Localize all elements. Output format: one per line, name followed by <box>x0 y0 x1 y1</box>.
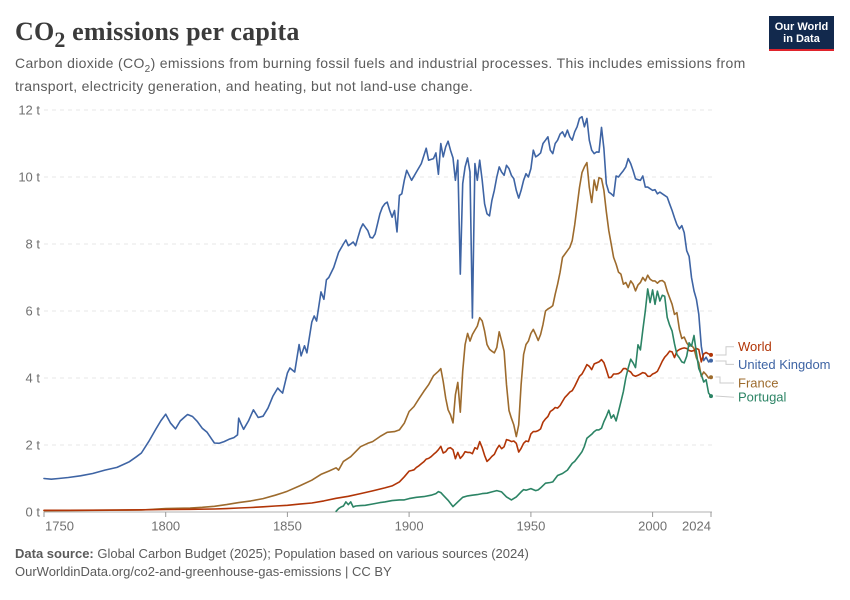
svg-text:World: World <box>738 339 772 354</box>
svg-text:12 t: 12 t <box>18 103 40 118</box>
svg-text:8 t: 8 t <box>26 237 41 252</box>
svg-text:2 t: 2 t <box>26 438 41 453</box>
svg-text:Portugal: Portugal <box>738 390 787 405</box>
svg-text:10 t: 10 t <box>18 170 40 185</box>
svg-text:France: France <box>738 375 778 390</box>
svg-text:2000: 2000 <box>638 519 667 534</box>
svg-text:United Kingdom: United Kingdom <box>738 357 831 372</box>
svg-text:1750: 1750 <box>45 519 74 534</box>
svg-text:2024: 2024 <box>682 519 711 534</box>
svg-text:6 t: 6 t <box>26 304 41 319</box>
svg-text:4 t: 4 t <box>26 371 41 386</box>
svg-text:1900: 1900 <box>395 519 424 534</box>
svg-text:0 t: 0 t <box>26 505 41 520</box>
svg-text:1850: 1850 <box>273 519 302 534</box>
svg-text:1800: 1800 <box>151 519 180 534</box>
svg-text:1950: 1950 <box>516 519 545 534</box>
